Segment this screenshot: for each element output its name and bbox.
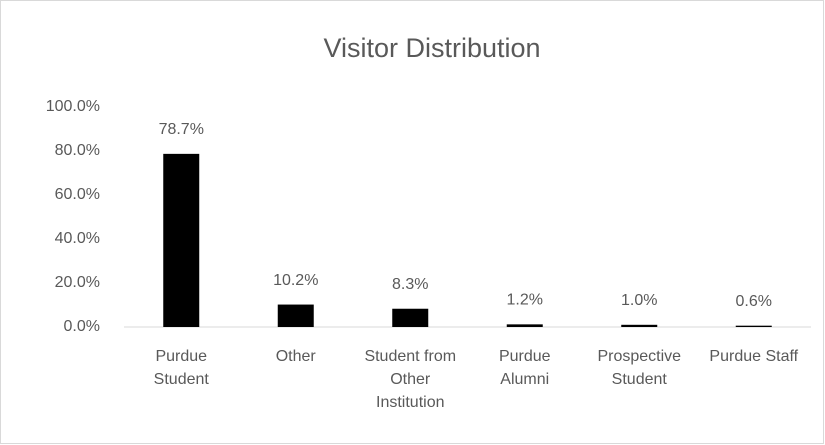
- x-tick-label: Purdue Staff: [709, 348, 799, 365]
- y-tick-label: 60.0%: [55, 186, 100, 203]
- y-tick-label: 100.0%: [46, 98, 100, 115]
- chart-title: Visitor Distribution: [323, 33, 540, 63]
- data-label: 8.3%: [392, 276, 428, 293]
- data-label: 10.2%: [273, 272, 318, 289]
- y-tick-label: 40.0%: [55, 230, 100, 247]
- data-label: 1.2%: [507, 292, 543, 309]
- bar: [506, 324, 543, 327]
- x-tick-label: Purdue Alumni: [498, 348, 551, 388]
- bar: [163, 153, 200, 327]
- x-tick-label: Student from Other Institution: [364, 348, 457, 411]
- data-label: 78.7%: [159, 121, 204, 138]
- y-tick-label: 20.0%: [55, 274, 100, 291]
- bar: [277, 304, 314, 327]
- data-label: 1.0%: [621, 292, 657, 309]
- x-tick-label: Other: [275, 348, 316, 365]
- bar: [392, 308, 429, 327]
- bar: [621, 324, 658, 327]
- y-tick-label: 0.0%: [64, 318, 100, 335]
- data-label: 0.6%: [736, 293, 772, 310]
- bar: [735, 325, 772, 327]
- x-tick-label: Prospective Student: [597, 348, 682, 388]
- y-tick-label: 80.0%: [55, 142, 100, 159]
- x-tick-label: Purdue Student: [153, 348, 209, 388]
